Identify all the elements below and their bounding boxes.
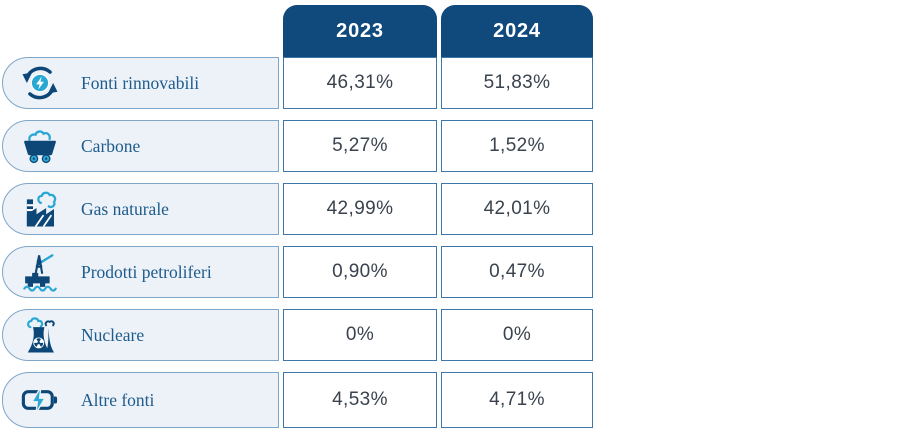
renewables-cycle-icon [18,61,62,105]
column-header-2023: 2023 [283,5,437,57]
row-label-pill: Gas naturale [2,183,279,235]
value-2024-other-sources: 4,71% [441,372,593,428]
battery-bolt-icon [18,378,62,422]
row-label-pill: Fonti rinnovabili [2,57,279,109]
value-2023-other-sources: 4,53% [283,372,437,428]
row-label: Nucleare [81,324,145,345]
value-2024-coal: 1,52% [441,120,593,172]
row-label: Carbone [81,135,141,156]
nuclear-plant-icon [18,313,62,357]
value-2023-coal: 5,27% [283,120,437,172]
value-2023-nuclear: 0% [283,309,437,361]
value-2024-renewables: 51,83% [441,57,593,109]
row-label-pill: Nucleare [2,309,279,361]
row-renewables: Fonti rinnovabili 46,31% 51,83% [0,57,594,109]
row-label-pill: Carbone [2,120,279,172]
value-2023-natural-gas: 42,99% [283,183,437,235]
row-label: Gas naturale [81,198,169,219]
gas-factory-icon [18,187,62,231]
value-2023-renewables: 46,31% [283,57,437,109]
row-label: Altre fonti [81,389,155,410]
value-2024-oil-products: 0,47% [441,246,593,298]
row-coal: Carbone 5,27% 1,52% [0,120,594,172]
row-label-pill: Prodotti petroliferi [2,246,279,298]
row-label: Prodotti petroliferi [81,261,212,282]
value-2024-natural-gas: 42,01% [441,183,593,235]
row-label: Fonti rinnovabili [81,72,200,93]
value-2023-oil-products: 0,90% [283,246,437,298]
oil-platform-icon [18,250,62,294]
row-oil-products: Prodotti petroliferi 0,90% 0,47% [0,246,594,298]
column-header-2024: 2024 [441,5,593,57]
value-2024-nuclear: 0% [441,309,593,361]
row-natural-gas: Gas naturale 42,99% 42,01% [0,183,594,235]
coal-cart-icon [18,124,62,168]
row-other-sources: Altre fonti 4,53% 4,71% [0,372,594,428]
row-nuclear: Nucleare 0% 0% [0,309,594,361]
row-label-pill: Altre fonti [2,372,279,428]
